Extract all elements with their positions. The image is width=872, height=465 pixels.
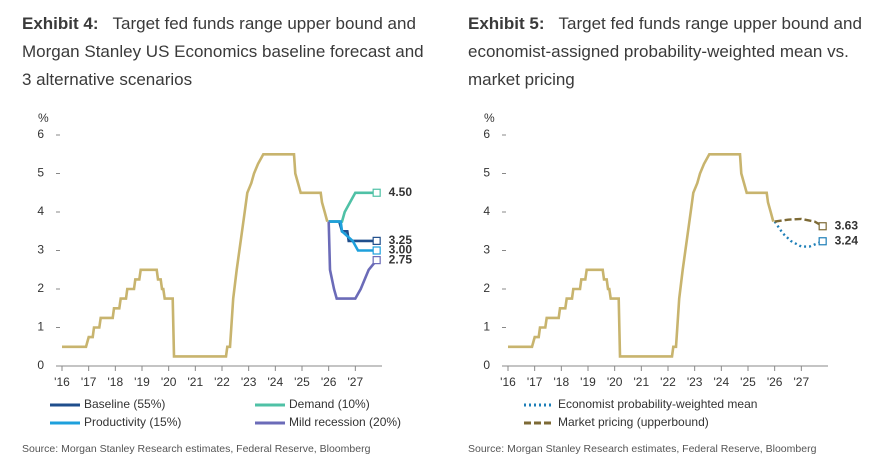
chart-title: Target fed funds range upper bound and e… (468, 14, 862, 89)
x-tick-label: '16 (54, 375, 70, 389)
value-label: 3.00 (389, 243, 413, 257)
exhibit-label: Exhibit 5: (468, 14, 545, 33)
y-tick-label: 0 (483, 358, 490, 372)
series-line (328, 220, 377, 243)
legend-label: Mild recession (20%) (289, 415, 401, 429)
end-marker (818, 222, 827, 231)
x-tick-label: '17 (81, 375, 97, 389)
y-tick-label: 3 (483, 243, 490, 257)
source-note: Source: Morgan Stanley Research estimate… (468, 443, 817, 455)
value-label: 3.63 (835, 218, 859, 232)
end-marker (372, 256, 381, 265)
x-tick-label: '18 (108, 375, 124, 389)
chart: % 0 1 2 3 4 5 6 '16 '17 '18 '19 '20 '21 '22 '23 '24 '25 '2… (468, 111, 859, 455)
y-tick-label: 4 (483, 204, 490, 218)
title-block: Exhibit 4: Target fed funds range upper b… (22, 10, 432, 94)
value-label: 2.75 (389, 252, 413, 266)
x-tick-label: '24 (268, 375, 284, 389)
x-tick-label: '23 (687, 375, 703, 389)
chart-panel: % 0 1 2 3 4 5 6 '16 '17 '18 '19 '20 '21 '22 '23 '24 '25 '2… (0, 0, 430, 465)
end-marker (372, 236, 381, 245)
y-tick-label: 3 (37, 243, 44, 257)
chart: % 0 1 2 3 4 5 6 '16 '17 '18 '19 '20 '21 '22 '23 '24 '25 '2… (22, 111, 413, 455)
y-tick-label: 6 (483, 127, 490, 141)
y-tick-label: 1 (37, 320, 44, 334)
x-tick-label: '18 (554, 375, 570, 389)
legend-label: Economist probability-weighted mean (558, 397, 757, 411)
legend-label: Baseline (55%) (84, 397, 165, 411)
x-tick-label: '22 (214, 375, 230, 389)
y-tick-label: 4 (37, 204, 44, 218)
x-tick-label: '21 (188, 375, 204, 389)
series-line (328, 191, 377, 223)
y-tick-label: 2 (483, 281, 490, 295)
x-tick-label: '22 (660, 375, 676, 389)
value-label: 3.25 (389, 233, 413, 247)
chart-title: Target fed funds range upper bound and M… (22, 14, 424, 89)
source-note: Source: Morgan Stanley Research estimate… (22, 443, 371, 455)
y-tick-label: 5 (37, 166, 44, 180)
legend-label: Market pricing (upperbound) (558, 415, 709, 429)
x-tick-label: '27 (348, 375, 364, 389)
y-tick-label: 1 (483, 320, 490, 334)
y-tick-label: 2 (37, 281, 44, 295)
series-line (508, 153, 775, 358)
y-tick-label: 5 (483, 166, 490, 180)
series-line (328, 220, 377, 252)
value-label: 4.50 (389, 185, 413, 199)
x-tick-label: '20 (161, 375, 177, 389)
series-line (62, 153, 329, 358)
end-marker (372, 188, 381, 197)
series-line (774, 217, 824, 228)
y-tick-label: 6 (37, 127, 44, 141)
chart-panel: % 0 1 2 3 4 5 6 '16 '17 '18 '19 '20 '21 '22 '23 '24 '25 '2… (446, 0, 872, 465)
x-tick-label: '19 (580, 375, 596, 389)
y-tick-label: 0 (37, 358, 44, 372)
x-tick-label: '19 (134, 375, 150, 389)
value-label: 3.24 (835, 233, 859, 247)
legend-label: Demand (10%) (289, 397, 370, 411)
x-tick-label: '20 (607, 375, 623, 389)
series-line (327, 221, 378, 300)
end-marker (818, 237, 827, 246)
x-tick-label: '26 (321, 375, 337, 389)
x-tick-label: '26 (767, 375, 783, 389)
end-marker (372, 246, 381, 255)
legend-label: Productivity (15%) (84, 415, 181, 429)
x-tick-label: '25 (740, 375, 756, 389)
x-tick-label: '16 (500, 375, 516, 389)
x-tick-label: '23 (241, 375, 257, 389)
x-tick-label: '25 (294, 375, 310, 389)
exhibit-label: Exhibit 4: (22, 14, 99, 33)
x-tick-label: '17 (527, 375, 543, 389)
y-axis-unit: % (484, 111, 495, 125)
x-tick-label: '27 (794, 375, 810, 389)
y-axis-unit: % (38, 111, 49, 125)
title-block: Exhibit 5: Target fed funds range upper b… (468, 10, 872, 94)
series-line (773, 220, 824, 248)
x-tick-label: '24 (714, 375, 730, 389)
x-tick-label: '21 (634, 375, 650, 389)
